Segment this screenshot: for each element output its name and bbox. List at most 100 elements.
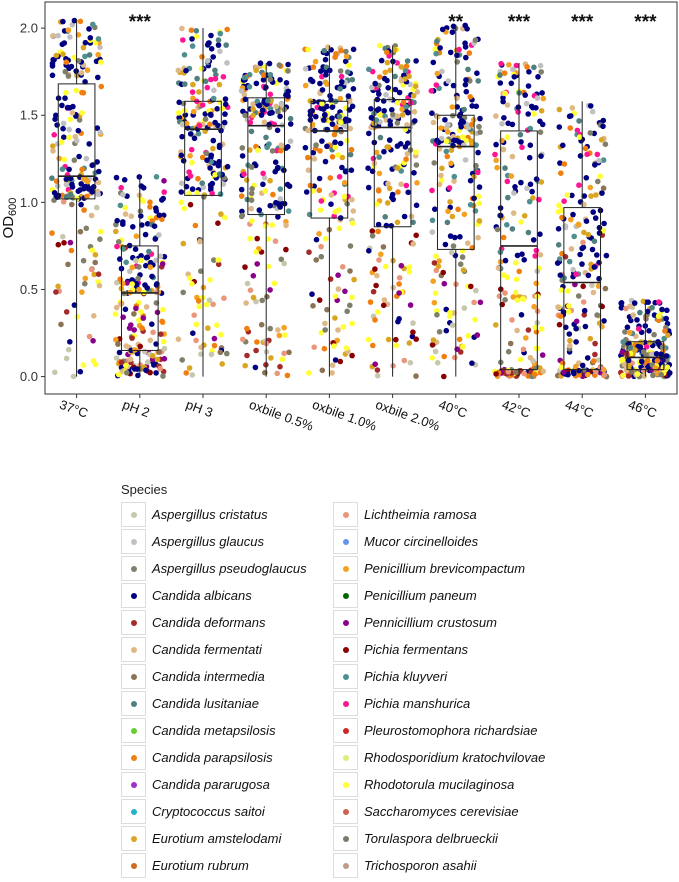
y-tick-label: 1.5 [20, 108, 38, 123]
data-point [655, 317, 662, 324]
data-point [436, 181, 443, 188]
data-point [374, 372, 381, 379]
data-point [505, 194, 511, 201]
legend-label: Lichtheimia ramosa [364, 507, 477, 522]
data-point [123, 343, 129, 349]
data-point [556, 106, 563, 113]
data-point [498, 60, 504, 67]
data-point [530, 237, 537, 243]
data-point [90, 338, 96, 344]
data-point [454, 52, 460, 59]
data-point [493, 141, 499, 148]
data-point [504, 178, 511, 185]
data-point [431, 299, 438, 306]
data-point [243, 300, 249, 306]
box-iqr [436, 114, 475, 250]
data-point [383, 263, 389, 270]
data-point [451, 137, 458, 144]
data-point [501, 115, 507, 121]
data-point [79, 166, 85, 173]
data-point [513, 276, 520, 283]
data-point [65, 346, 72, 353]
data-point [140, 315, 147, 321]
data-point [183, 67, 189, 74]
data-point [335, 327, 341, 333]
data-point [143, 304, 150, 310]
data-point [87, 35, 94, 41]
data-point [95, 271, 102, 278]
data-point [187, 201, 194, 208]
data-point [386, 185, 393, 192]
data-point [429, 110, 435, 116]
data-point [327, 93, 333, 99]
data-point [456, 336, 463, 343]
data-point [349, 352, 355, 359]
data-point [403, 63, 410, 69]
data-point [250, 106, 256, 112]
data-point [69, 110, 76, 116]
data-point [334, 337, 341, 344]
data-point [142, 231, 149, 238]
data-point [469, 121, 475, 128]
data-point [267, 177, 273, 184]
data-point [82, 39, 89, 46]
data-point [159, 261, 166, 267]
data-point [265, 263, 272, 270]
data-point [590, 209, 596, 215]
data-point [50, 33, 56, 39]
data-point [622, 329, 628, 335]
data-point [445, 78, 452, 84]
data-point [509, 226, 516, 232]
data-point [449, 29, 456, 35]
data-point [431, 160, 438, 166]
data-point [255, 147, 261, 153]
data-point [443, 306, 450, 313]
data-point [69, 201, 75, 208]
data-point [49, 230, 55, 236]
data-point [413, 162, 420, 168]
data-point [394, 120, 401, 126]
data-point [600, 157, 607, 163]
data-point [302, 144, 309, 151]
data-point [52, 369, 58, 376]
data-point [502, 165, 508, 171]
data-point [121, 177, 128, 183]
data-point [303, 189, 310, 195]
data-point [322, 158, 329, 165]
data-point [76, 117, 83, 123]
data-point [318, 243, 324, 250]
data-point [320, 117, 327, 123]
data-point [187, 153, 193, 159]
data-point [250, 112, 256, 119]
data-point [122, 306, 129, 313]
data-point [117, 202, 124, 209]
data-point [641, 373, 647, 379]
data-point [462, 157, 469, 163]
legend-swatch [343, 512, 349, 518]
data-point [92, 252, 99, 258]
x-tick-label: pH 2 [121, 397, 152, 420]
data-point [580, 283, 586, 290]
data-point [254, 261, 260, 267]
legend-key [121, 745, 146, 770]
data-point [413, 58, 419, 64]
data-point [258, 321, 265, 328]
data-point [643, 316, 649, 322]
data-point [192, 222, 199, 229]
data-point [275, 327, 281, 333]
data-point [329, 370, 335, 376]
x-axis-ticks: 37°C pH 2 pH 3 oxbile 0.5%oxbile 1.0%oxbile… [58, 394, 659, 434]
data-point [575, 293, 582, 299]
data-point [274, 127, 281, 134]
data-point [254, 235, 260, 242]
data-point [286, 349, 292, 356]
data-point [345, 93, 352, 99]
data-point [395, 189, 401, 195]
data-point [327, 276, 334, 282]
data-point [248, 128, 255, 135]
data-point [428, 88, 435, 94]
data-point [154, 356, 161, 363]
data-point [278, 147, 284, 154]
data-point [477, 115, 483, 122]
data-point [526, 69, 532, 75]
